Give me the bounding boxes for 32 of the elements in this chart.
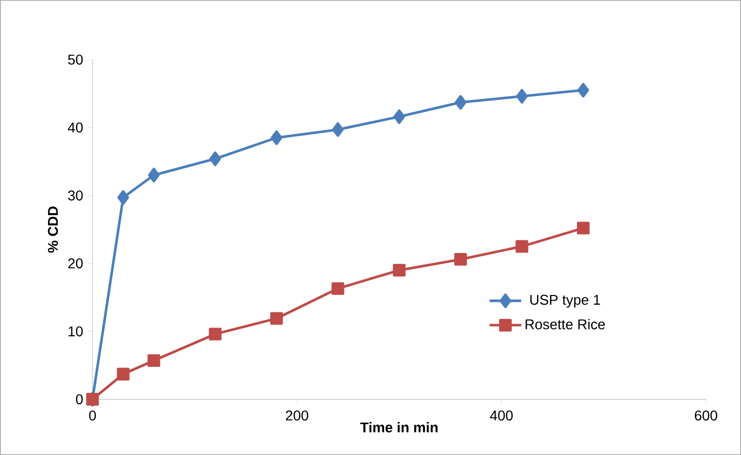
point xyxy=(116,368,130,380)
point xyxy=(148,354,160,367)
point xyxy=(270,312,283,325)
point xyxy=(208,328,222,340)
x-axis-title: Time in min xyxy=(360,422,438,432)
legend-label: Rosette Rice xyxy=(526,318,605,330)
x-tick-label: 600 xyxy=(694,410,718,421)
y-tick-label: 40 xyxy=(68,122,83,133)
point xyxy=(516,88,528,104)
point xyxy=(148,168,160,182)
point xyxy=(516,240,528,253)
y-tick-label: 50 xyxy=(68,54,83,65)
x-tick-label: 400 xyxy=(490,410,513,421)
point xyxy=(576,222,590,234)
point xyxy=(332,282,344,295)
y-tick-label: 30 xyxy=(68,190,83,200)
point xyxy=(393,109,406,124)
point xyxy=(332,122,344,137)
point xyxy=(454,252,467,266)
point xyxy=(270,130,282,146)
y-tick-label: 10 xyxy=(68,326,83,336)
point xyxy=(454,95,466,110)
legend-label: USP type 1 xyxy=(530,294,600,308)
point xyxy=(117,190,130,205)
point xyxy=(577,82,590,98)
point xyxy=(209,151,222,166)
y-tick-label: 20 xyxy=(68,258,83,268)
point xyxy=(392,264,406,277)
y-axis-title: % CDD xyxy=(48,206,58,253)
x-tick-label: 200 xyxy=(286,410,308,421)
y-tick-label: 0 xyxy=(76,394,83,404)
x-tick-label: 0 xyxy=(89,410,96,421)
